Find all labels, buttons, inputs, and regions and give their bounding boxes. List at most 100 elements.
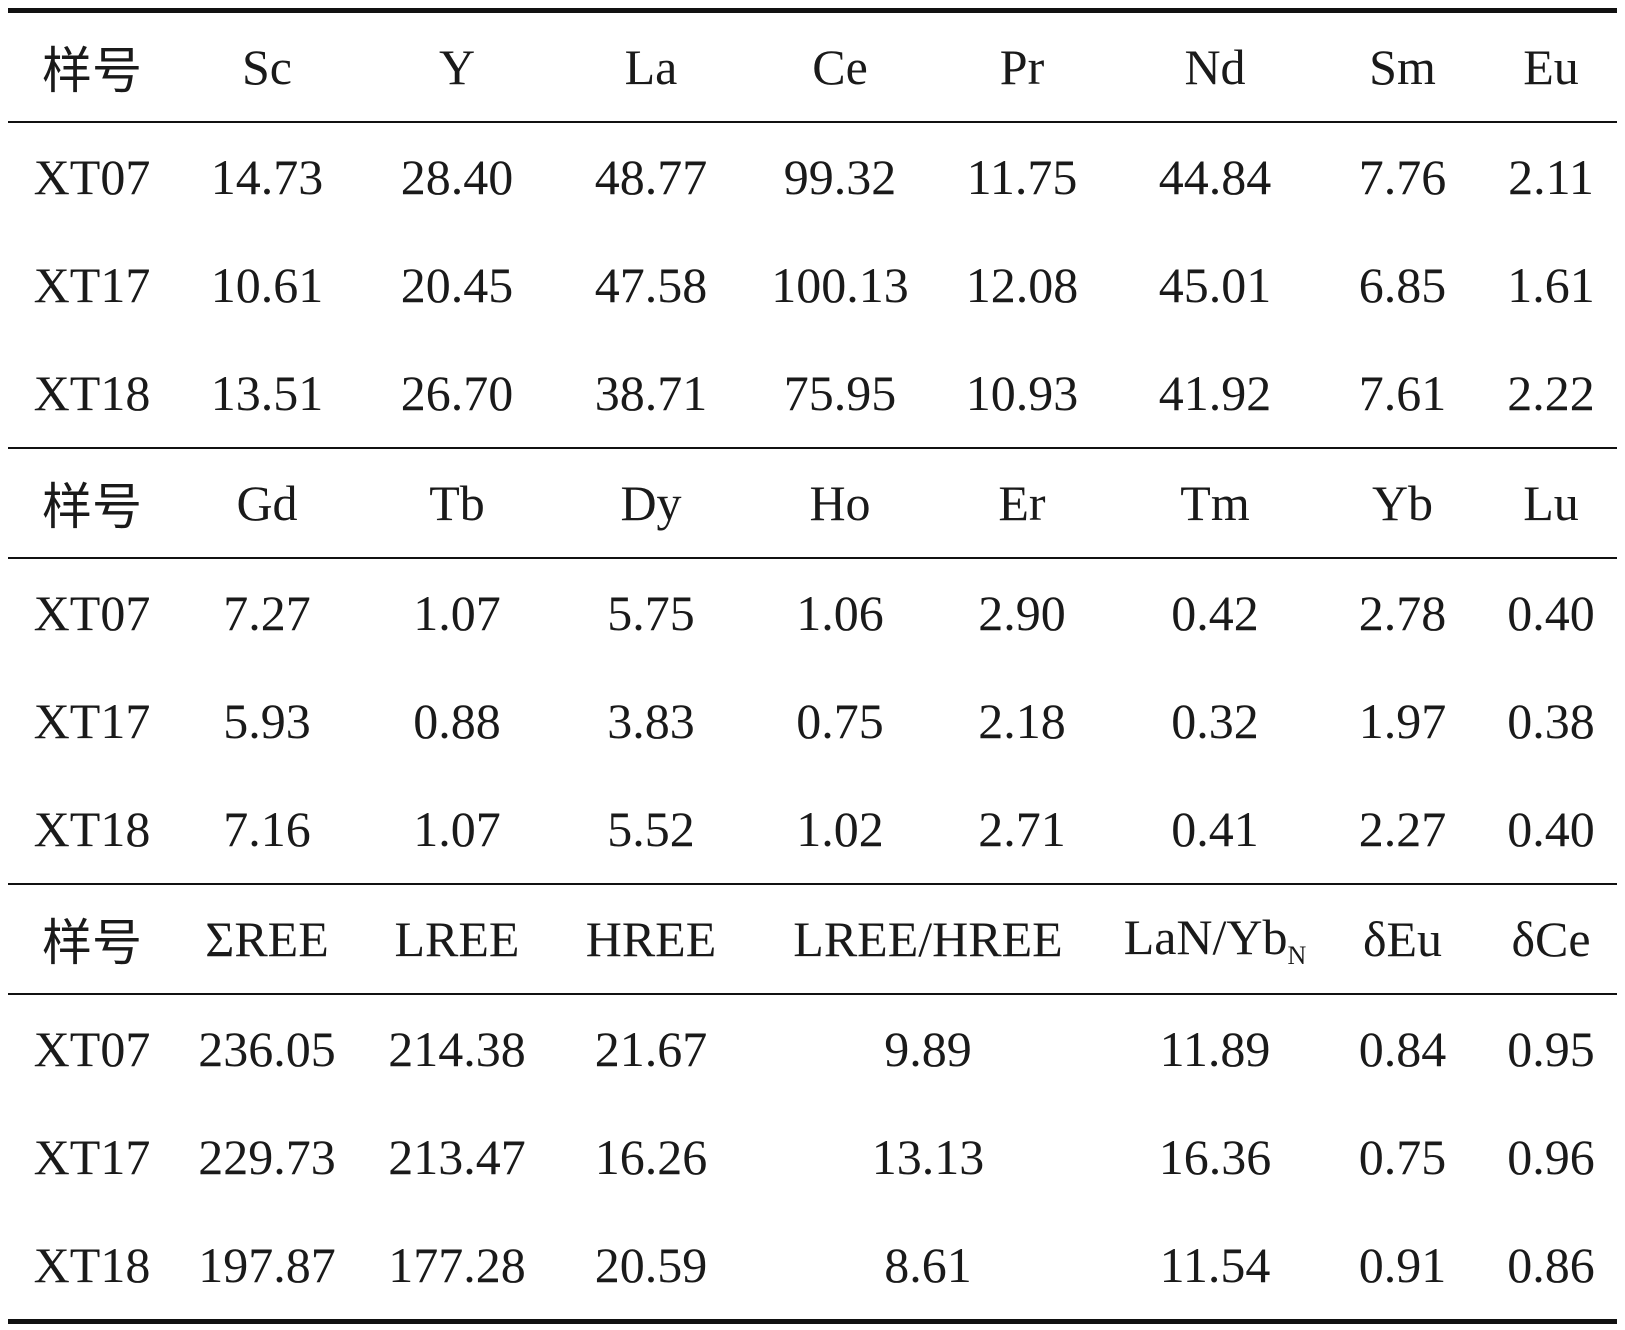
header-row: 样号 Sc Y La Ce Pr Nd Sm Eu [8, 10, 1617, 123]
sample-cell: XT17 [33, 693, 151, 749]
value-cell: 2.18 [978, 693, 1066, 749]
value-cell: 0.91 [1358, 1237, 1447, 1293]
table-body: 样号 Sc Y La Ce Pr Nd Sm Eu XT07 14.73 28.40 48.77 99.3… [8, 10, 1617, 1322]
value-cell: 7.61 [1358, 365, 1447, 421]
header-cell: Tb [358, 447, 556, 559]
value-cell: 2.71 [978, 801, 1066, 857]
sample-cell: XT17 [33, 257, 151, 313]
header-cell: Er [934, 447, 1110, 559]
value-cell: 38.71 [594, 365, 708, 421]
header-row: 样号 ΣREE LREE HREE LREE/HREE LaN/YbN δEu δCe [8, 883, 1617, 995]
header-cell: La [556, 10, 746, 123]
sample-cell: XT17 [33, 1129, 151, 1185]
value-cell: 0.40 [1507, 801, 1595, 857]
header-cell: Y [358, 10, 556, 123]
value-cell: 2.27 [1358, 801, 1447, 857]
sample-cell: XT07 [33, 585, 151, 641]
header-cell: LaN/YbN [1110, 883, 1320, 995]
value-cell: 5.52 [607, 801, 695, 857]
value-cell: 41.92 [1158, 365, 1272, 421]
value-cell: 1.07 [413, 585, 501, 641]
header-cell: 样号 [8, 883, 176, 995]
value-cell: 10.93 [965, 365, 1079, 421]
value-cell: 8.61 [884, 1237, 972, 1293]
value-cell: 26.70 [400, 365, 514, 421]
value-cell: 177.28 [388, 1237, 526, 1293]
header-subscript: N [1287, 940, 1307, 970]
header-cell: Tm [1110, 447, 1320, 559]
value-cell: 0.40 [1507, 585, 1595, 641]
data-row: XT18 7.16 1.07 5.52 1.02 2.71 0.41 2.27 0.40 [8, 775, 1617, 884]
value-cell: 1.61 [1507, 257, 1595, 313]
header-text: LaN/Yb [1123, 908, 1288, 965]
header-cell: Nd [1110, 10, 1320, 123]
value-cell: 1.97 [1358, 693, 1447, 749]
value-cell: 11.75 [966, 149, 1078, 205]
value-cell: 5.93 [223, 693, 311, 749]
value-cell: 5.75 [607, 585, 695, 641]
value-cell: 11.54 [1159, 1237, 1271, 1293]
header-cell: δCe [1485, 883, 1617, 995]
value-cell: 2.22 [1507, 365, 1595, 421]
value-cell: 229.73 [198, 1129, 336, 1185]
value-cell: 213.47 [388, 1129, 526, 1185]
value-cell: 16.26 [594, 1129, 708, 1185]
header-cell: 样号 [8, 447, 176, 559]
data-row: XT17 10.61 20.45 47.58 100.13 12.08 45.01 6.85 1… [8, 231, 1617, 339]
data-row: XT17 5.93 0.88 3.83 0.75 2.18 0.32 1.97 0.38 [8, 667, 1617, 775]
header-cell: 样号 [8, 10, 176, 123]
value-cell: 100.13 [771, 257, 909, 313]
data-row: XT07 14.73 28.40 48.77 99.32 11.75 44.84 7.76 2.… [8, 122, 1617, 231]
header-cell: Sm [1320, 10, 1485, 123]
header-cell: Dy [556, 447, 746, 559]
value-cell: 1.02 [796, 801, 884, 857]
value-cell: 0.75 [1358, 1129, 1447, 1185]
sample-cell: XT18 [33, 801, 151, 857]
value-cell: 0.42 [1171, 585, 1259, 641]
header-cell: ΣREE [176, 883, 358, 995]
header-cell: Yb [1320, 447, 1485, 559]
header-cell: LREE [358, 883, 556, 995]
sample-cell: XT07 [33, 149, 151, 205]
header-cell: Ho [746, 447, 934, 559]
value-cell: 214.38 [388, 1021, 526, 1077]
data-row: XT18 197.87 177.28 20.59 8.61 11.54 0.91 0.86 [8, 1211, 1617, 1322]
value-cell: 14.73 [210, 149, 324, 205]
value-cell: 0.41 [1171, 801, 1259, 857]
value-cell: 0.88 [413, 693, 501, 749]
value-cell: 0.86 [1507, 1237, 1595, 1293]
header-cell: δEu [1320, 883, 1485, 995]
value-cell: 0.75 [796, 693, 884, 749]
header-cell: Lu [1485, 447, 1617, 559]
value-cell: 0.96 [1507, 1129, 1595, 1185]
ree-table: 样号 Sc Y La Ce Pr Nd Sm Eu XT07 14.73 28.40 48.77 99.3… [8, 8, 1617, 1324]
sample-cell: XT18 [33, 1237, 151, 1293]
value-cell: 21.67 [594, 1021, 708, 1077]
value-cell: 3.83 [607, 693, 695, 749]
sample-cell: XT18 [33, 365, 151, 421]
value-cell: 20.59 [594, 1237, 708, 1293]
value-cell: 45.01 [1158, 257, 1272, 313]
value-cell: 75.95 [783, 365, 897, 421]
value-cell: 236.05 [198, 1021, 336, 1077]
header-row: 样号 Gd Tb Dy Ho Er Tm Yb Lu [8, 447, 1617, 559]
sample-cell: XT07 [33, 1021, 151, 1077]
value-cell: 7.76 [1358, 149, 1447, 205]
value-cell: 197.87 [198, 1237, 336, 1293]
value-cell: 13.51 [210, 365, 324, 421]
value-cell: 12.08 [965, 257, 1079, 313]
value-cell: 2.11 [1508, 149, 1594, 205]
value-cell: 16.36 [1158, 1129, 1272, 1185]
value-cell: 1.07 [413, 801, 501, 857]
data-row: XT18 13.51 26.70 38.71 75.95 10.93 41.92 7.61 2.… [8, 339, 1617, 448]
header-cell: Eu [1485, 10, 1617, 123]
value-cell: 0.38 [1507, 693, 1595, 749]
value-cell: 20.45 [400, 257, 514, 313]
data-row: XT07 236.05 214.38 21.67 9.89 11.89 0.84 0.95 [8, 994, 1617, 1103]
value-cell: 7.16 [223, 801, 311, 857]
value-cell: 1.06 [796, 585, 884, 641]
value-cell: 10.61 [210, 257, 324, 313]
value-cell: 0.32 [1171, 693, 1259, 749]
header-cell: LREE/HREE [746, 883, 1110, 995]
